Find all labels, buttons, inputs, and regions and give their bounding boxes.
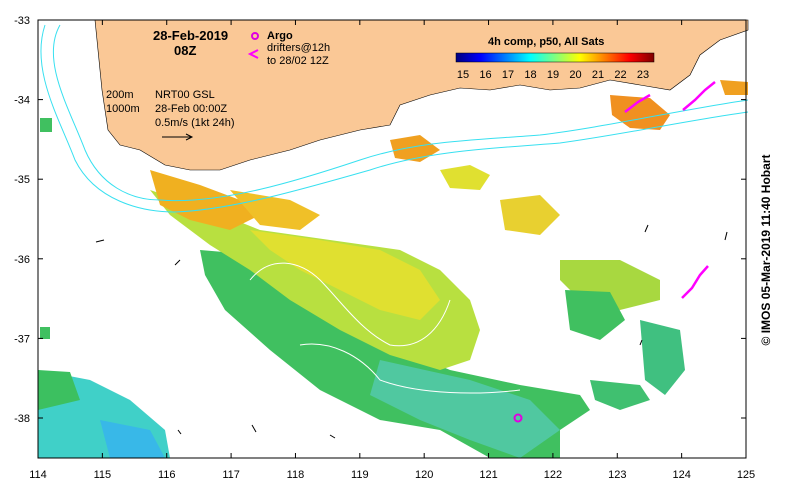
current-vectors [95, 224, 728, 439]
colorbar-label: 18 [524, 69, 536, 81]
drifter-legend-icon [247, 49, 259, 59]
drifter-track-2 [682, 81, 716, 111]
map-date: 28-Feb-2019 [153, 28, 228, 43]
drifter-legend-range: to 28/02 12Z [267, 55, 329, 67]
drifter-legend-label: drifters@12h [267, 42, 330, 54]
credit-label: © IMOS 05-Mar-2019 11:40 Hobart [759, 154, 773, 346]
x-tick-label: 115 [94, 469, 112, 481]
colorbar-label: 17 [502, 69, 514, 81]
current-arrow [177, 429, 182, 435]
current-date-label: 28-Feb 00:00Z [155, 103, 227, 115]
y-tick-label: -35 [14, 174, 30, 186]
sst-patch-yellow-green [150, 190, 480, 370]
x-tick-label: 124 [672, 469, 690, 481]
sst-patches [38, 80, 748, 458]
sst-patch-teal-south [370, 360, 560, 458]
y-axis: -33 -34 -35 -36 -37 -38 [14, 15, 746, 425]
drifter-track-1 [624, 93, 651, 113]
x-tick-label: 116 [158, 469, 176, 481]
y-tick-label: -36 [14, 254, 30, 266]
sst-patch-east-green [565, 290, 625, 340]
x-tick-label: 123 [608, 469, 626, 481]
sst-patch-west-small-2 [40, 327, 50, 339]
x-tick-label: 121 [479, 469, 497, 481]
colorbar-label: 16 [479, 69, 491, 81]
sst-patch-west-small [40, 118, 52, 132]
y-tick-label: -34 [14, 95, 30, 107]
current-arrow [251, 424, 257, 433]
y-tick-label: -33 [14, 15, 30, 27]
source-label: NRT00 GSL [155, 89, 215, 101]
sst-patch-southeast [590, 380, 650, 410]
vector-scale-label: 0.5m/s (1kt 24h) [155, 117, 234, 129]
x-tick-label: 119 [351, 469, 369, 481]
isotherm-line-1 [249, 262, 451, 347]
sst-patch-yellow [250, 230, 440, 320]
sst-patch-east-green-south [640, 320, 685, 395]
sst-patch-green-west [38, 370, 80, 410]
colorbar-label: 21 [592, 69, 604, 81]
argo-legend-icon [251, 32, 259, 40]
sst-patch-bight-coast [390, 135, 440, 162]
current-arrow [95, 239, 105, 243]
isotherm-lines [249, 262, 521, 394]
argo-float-marker [513, 413, 523, 423]
colorbar-label: 20 [569, 69, 581, 81]
colorbar-gradient [455, 52, 655, 63]
colorbar-label: 23 [637, 69, 649, 81]
x-tick-label: 125 [737, 469, 755, 481]
colorbar-title: 4h comp, p50, All Sats [488, 36, 604, 48]
colorbar-label: 22 [614, 69, 626, 81]
sst-patch-far-east [720, 80, 748, 95]
map-time: 08Z [174, 43, 196, 58]
drifter-track-3 [681, 265, 709, 299]
vector-scale-arrowhead [185, 133, 194, 141]
isotherm-line-2 [299, 343, 521, 394]
colorbar-label: 19 [547, 69, 559, 81]
current-arrow [174, 259, 181, 266]
current-arrow [329, 434, 336, 439]
contour-200m-label: 200m [106, 89, 134, 101]
colorbar-label: 15 [457, 69, 469, 81]
map-frame [37, 19, 747, 459]
x-tick-label: 118 [287, 469, 305, 481]
contour-200m [52, 24, 749, 202]
contour-1000m [40, 24, 749, 213]
sst-patch-bight-east [500, 195, 560, 235]
argo-legend-label: Argo [267, 30, 293, 42]
x-tick-label: 120 [415, 469, 433, 481]
sst-patch-orange-coast [150, 170, 260, 230]
contour-1000m-label: 1000m [106, 103, 140, 115]
sst-patch-orange-mid [230, 190, 320, 230]
current-arrow [724, 231, 728, 241]
y-tick-label: -37 [14, 333, 30, 345]
x-axis: 114 115 116 117 118 119 120 121 122 123 124 125 [29, 20, 755, 481]
y-tick-label: -38 [14, 413, 30, 425]
current-arrow [639, 339, 643, 346]
current-arrow [644, 224, 649, 233]
x-tick-label: 114 [29, 469, 47, 481]
x-tick-label: 122 [544, 469, 562, 481]
drifter-tracks [624, 81, 716, 299]
x-tick-label: 117 [222, 469, 240, 481]
colorbar-labels: 15 16 17 18 19 20 21 22 23 [457, 69, 649, 81]
bathymetry-contours [40, 24, 749, 213]
sst-patch-bight-mid [440, 165, 490, 190]
sst-patch-cold-southwest [100, 420, 165, 458]
